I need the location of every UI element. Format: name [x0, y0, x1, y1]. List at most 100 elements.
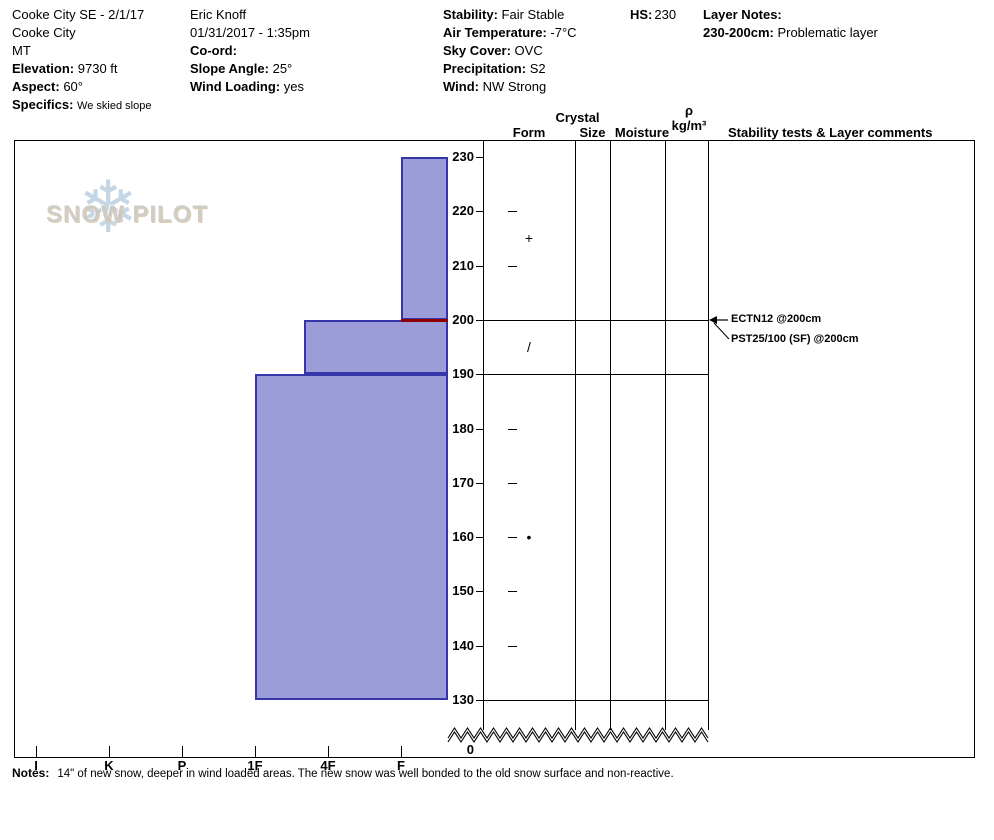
hardness-axis-label: F — [397, 758, 405, 773]
hardness-axis-tick — [36, 746, 37, 758]
hardness-axis-label: 4F — [320, 758, 336, 773]
pit-state: MT — [12, 43, 31, 58]
form-column-depth-tick — [508, 211, 517, 212]
specifics-label: Specifics: — [12, 97, 74, 112]
slope-angle-value: 25° — [272, 61, 293, 76]
snow-layer-bar — [401, 157, 448, 320]
air-temp-row: Air Temperature: -7°C — [443, 24, 577, 42]
hardness-axis-label: K — [104, 758, 114, 773]
hardness-axis-label: 1F — [247, 758, 263, 773]
depth-axis-label: 160 — [452, 529, 474, 544]
depth-axis-label: 170 — [452, 475, 474, 490]
observation-datetime: 01/31/2017 - 1:35pm — [190, 25, 310, 40]
depth-axis-tick — [476, 591, 483, 592]
notes-row: Notes: 14" of new snow, deeper in wind lo… — [12, 766, 674, 780]
hs-label: HS: — [630, 7, 653, 22]
crystal-group-header: Crystal — [555, 110, 600, 125]
notes-label: Notes: — [12, 766, 50, 780]
form-column-depth-tick — [508, 374, 517, 375]
header-site-info: Cooke City SE - 2/1/17 Cooke City MT Ele… — [12, 6, 151, 115]
depth-axis-tick — [476, 646, 483, 647]
depth-axis-label: 140 — [452, 638, 474, 653]
layer-note-range: 230-200cm: — [703, 25, 774, 40]
header-layer-notes: Layer Notes: 230-200cm: Problematic laye… — [703, 6, 878, 42]
depth-axis-label: 190 — [452, 366, 474, 381]
layer-notes-label: Layer Notes: — [703, 7, 782, 22]
stability-row: Stability: Fair Stable — [443, 6, 577, 24]
pit-location: Cooke City — [12, 25, 76, 40]
header-observer-info: Eric Knoff 01/31/2017 - 1:35pm Co-ord: S… — [190, 6, 310, 96]
depth-axis-tick — [476, 374, 483, 375]
layer-boundary-line — [483, 320, 708, 321]
aspect-value: 60° — [63, 79, 83, 94]
form-column-depth-tick — [508, 266, 517, 267]
sky-cover-label: Sky Cover: — [443, 43, 511, 58]
coord-label: Co-ord: — [190, 43, 237, 58]
observer-name: Eric Knoff — [190, 7, 247, 22]
grain-form-symbol: / — [527, 339, 531, 356]
hardness-axis-tick — [328, 746, 329, 758]
column-divider-line — [610, 140, 611, 730]
form-column-depth-tick — [508, 429, 517, 430]
notes-text: 14" of new snow, deeper in wind loaded a… — [57, 768, 674, 780]
hardness-axis-tick — [255, 746, 256, 758]
snow-layer-bar — [255, 374, 448, 700]
pit-title: Cooke City SE - 2/1/17 — [12, 7, 145, 22]
elevation-value: 9730 ft — [77, 61, 118, 76]
depth-axis-label: 220 — [452, 203, 474, 218]
depth-axis-tick — [476, 429, 483, 430]
depth-axis-tick — [476, 157, 483, 158]
depth-axis-tick — [476, 537, 483, 538]
stability-test-label: ECTN12 @200cm — [731, 313, 822, 325]
air-temp-value: -7°C — [550, 25, 577, 40]
column-divider-line — [708, 140, 709, 730]
hardness-axis-tick — [109, 746, 110, 758]
snowflake-icon: ❄ — [78, 168, 139, 248]
hardness-axis-tick — [401, 746, 402, 758]
hardness-axis-tick — [182, 746, 183, 758]
aspect-row: Aspect: 60° — [12, 78, 151, 96]
depth-axis-label: 180 — [452, 421, 474, 436]
air-temp-label: Air Temperature: — [443, 25, 547, 40]
column-divider-line — [483, 140, 484, 730]
hs-value: 230 — [654, 7, 677, 22]
grain-form-symbol: • — [526, 529, 532, 546]
precipitation-row: Precipitation: S2 — [443, 60, 577, 78]
specifics-value: We skied slope — [77, 100, 152, 112]
form-column-depth-tick — [508, 646, 517, 647]
depth-axis-tick — [476, 211, 483, 212]
elevation-row: Elevation: 9730 ft — [12, 60, 151, 78]
depth-axis-label: 130 — [452, 692, 474, 707]
depth-axis-tick — [476, 483, 483, 484]
depth-axis-label: 200 — [452, 312, 474, 327]
stability-test-label: PST25/100 (SF) @200cm — [731, 333, 859, 345]
form-column-depth-tick — [508, 591, 517, 592]
layer-boundary-line — [483, 700, 708, 701]
wind-label: Wind: — [443, 79, 479, 94]
sky-cover-row: Sky Cover: OVC — [443, 42, 577, 60]
depth-axis-label: 210 — [452, 258, 474, 273]
grain-form-symbol: + — [524, 230, 534, 247]
elevation-label: Elevation: — [12, 61, 75, 76]
depth-axis-tick — [476, 700, 483, 701]
size-column-header: Size — [579, 125, 606, 140]
comments-column-header: Stability tests & Layer comments — [728, 125, 933, 140]
chart-border — [14, 140, 975, 758]
depth-axis-label: 150 — [452, 583, 474, 598]
precipitation-label: Precipitation: — [443, 61, 527, 76]
specifics-row: Specifics: We skied slope — [12, 96, 151, 115]
form-column-depth-tick — [508, 537, 517, 538]
wind-value: NW Strong — [482, 79, 547, 94]
form-column-depth-tick — [508, 483, 517, 484]
problematic-layer-line — [401, 318, 448, 322]
sky-cover-value: OVC — [514, 43, 543, 58]
form-column-header: Form — [512, 125, 546, 140]
layer-note-row: 230-200cm: Problematic layer — [703, 24, 878, 42]
form-column-depth-tick — [508, 320, 517, 321]
wind-row: Wind: NW Strong — [443, 78, 577, 96]
density-unit-header: kg/m³ — [671, 118, 707, 133]
depth-axis-tick — [476, 320, 483, 321]
depth-axis-label: 230 — [452, 149, 474, 164]
